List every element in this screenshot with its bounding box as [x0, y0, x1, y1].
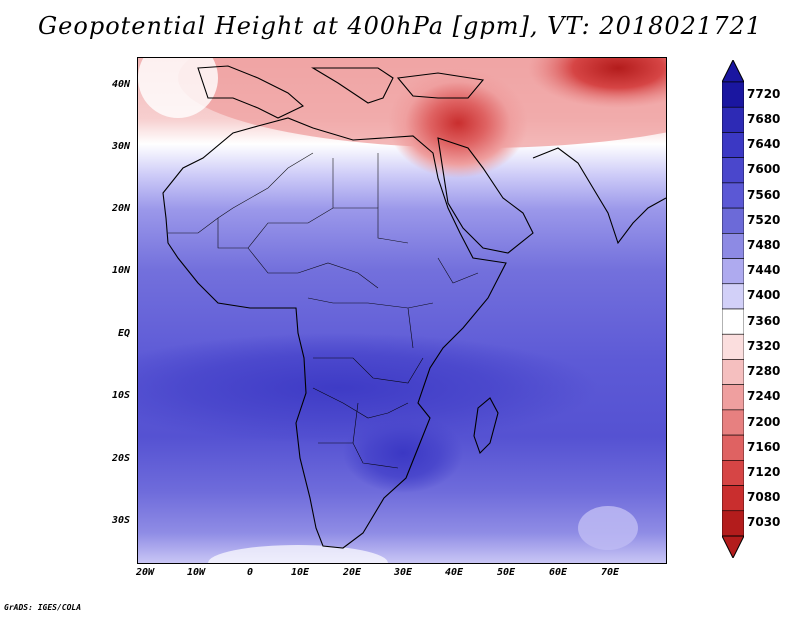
colorbar-swatch [722, 485, 744, 512]
colorbar-swatch [722, 233, 744, 259]
colorbar-swatch [722, 308, 744, 335]
x-tick-label: 10W [187, 567, 206, 578]
colorbar-level-label: 7160 [747, 439, 781, 454]
y-tick-label: 20N [111, 203, 130, 214]
grads-credit: GrADS: IGES/COLA [4, 603, 82, 612]
y-tick-label: 40N [111, 79, 130, 90]
y-tick-label: 30N [111, 141, 130, 152]
x-tick-label: 20W [136, 567, 155, 578]
colorbar-swatch [722, 258, 744, 285]
middle-east-high-core [388, 68, 528, 178]
southeast-light-patch [578, 506, 638, 550]
colorbar-level-label: 7280 [747, 364, 781, 379]
coastlines [162, 65, 666, 549]
colorbar [722, 60, 744, 558]
colorbar-swatch [722, 460, 744, 486]
colorbar-level-label: 7400 [747, 288, 781, 303]
x-tick-label: 10E [291, 567, 310, 578]
x-tick-label: 40E [445, 567, 464, 578]
colorbar-swatch [722, 359, 744, 385]
arabia-coastline [437, 137, 534, 254]
y-tick-label: 30S [111, 515, 130, 526]
colorbar-swatch [722, 182, 744, 209]
colorbar-swatch [722, 283, 744, 310]
border-line [352, 402, 359, 444]
border-line [437, 257, 479, 284]
colorbar-level-label: 7600 [747, 162, 781, 177]
colorbar-level-label: 7320 [747, 338, 781, 353]
colorbar-swatch [722, 434, 744, 461]
northeast-high-core [528, 58, 666, 108]
colorbar-top-arrow [722, 60, 744, 83]
border-line [313, 357, 424, 384]
border-line [168, 152, 314, 234]
colorbar-level-label: 7520 [747, 212, 781, 227]
colorbar-level-label: 7240 [747, 389, 781, 404]
colorbar-swatch [722, 132, 744, 158]
colorbar-level-label: 7720 [747, 86, 781, 101]
colorbar-swatch [722, 333, 744, 360]
colorbar-swatch [722, 384, 744, 411]
plot-title: Geopotential Height at 400hPa [gpm], VT:… [38, 12, 762, 40]
colorbar-level-label: 7680 [747, 111, 781, 126]
border-line [318, 442, 399, 469]
x-tick-label: 0 [247, 567, 254, 578]
border-line [312, 387, 409, 419]
colorbar-level-label: 7030 [747, 515, 781, 530]
south-asia-coastline [532, 147, 666, 245]
colorbar-swatch [722, 207, 744, 234]
iberia-coastline [197, 65, 304, 119]
x-tick-label: 70E [601, 567, 620, 578]
africa-coastline [162, 117, 507, 549]
south-white-patch [208, 545, 388, 563]
country-borders [168, 152, 479, 469]
x-tick-label: 60E [549, 567, 568, 578]
x-tick-label: 30E [394, 567, 413, 578]
border-line [407, 307, 414, 349]
colorbar-swatch [722, 81, 744, 108]
colorbar-level-label: 7440 [747, 263, 781, 278]
colorbar-level-label: 7120 [747, 464, 781, 479]
colorbar-swatch [722, 106, 744, 133]
y-tick-label: 20S [111, 453, 130, 464]
colorbar-swatch [722, 157, 744, 184]
colorbar-level-label: 7560 [747, 187, 781, 202]
x-tick-label: 50E [497, 567, 516, 578]
turkey-coastline [396, 72, 485, 99]
colorbar-level-label: 7360 [747, 313, 781, 328]
northwest-white-region [138, 58, 218, 118]
colorbar-bottom-arrow [722, 535, 744, 558]
colorbar-level-label: 7080 [747, 490, 781, 505]
colorbar-swatch [722, 510, 744, 537]
x-tick-label: 20E [343, 567, 362, 578]
y-tick-label: EQ [117, 328, 130, 339]
border-line [307, 297, 434, 309]
italy-coastline [311, 67, 394, 104]
geopotential-map [138, 58, 666, 563]
map-panel [137, 57, 667, 564]
border-line [247, 247, 379, 289]
colorbar-swatch [722, 409, 744, 436]
y-tick-label: 10S [111, 390, 130, 401]
colorbar-level-label: 7200 [747, 414, 781, 429]
colorbar-level-label: 7480 [747, 237, 781, 252]
colorbar-level-label: 7640 [747, 137, 781, 152]
southern-low-band [138, 333, 598, 443]
madagascar-coastline [473, 397, 499, 455]
border-line [217, 207, 409, 249]
southern-africa-low-core [343, 413, 463, 493]
y-tick-label: 10N [111, 265, 130, 276]
